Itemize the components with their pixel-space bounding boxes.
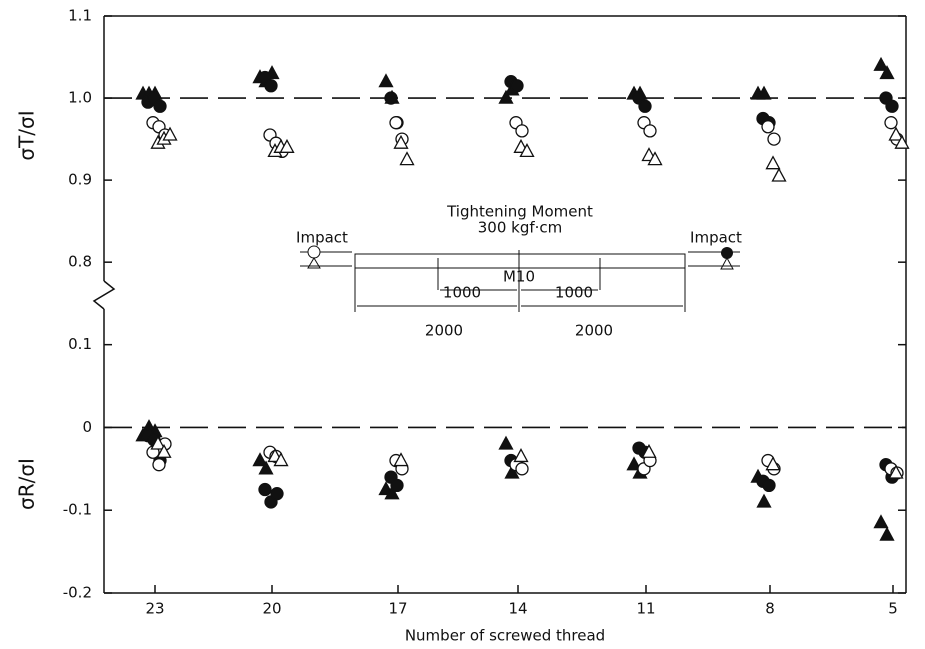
point xyxy=(873,56,889,71)
point xyxy=(884,116,898,130)
point xyxy=(647,151,663,166)
point xyxy=(389,116,403,130)
point xyxy=(393,452,409,467)
point xyxy=(519,143,535,158)
point xyxy=(258,460,274,475)
point xyxy=(515,462,529,476)
y-tick-label: 1.1 xyxy=(68,7,92,25)
x-tick-label: 8 xyxy=(765,600,775,618)
point xyxy=(879,526,895,541)
point xyxy=(153,99,167,113)
y-tick-label: 1.0 xyxy=(68,89,92,107)
point xyxy=(384,91,398,105)
point xyxy=(762,478,776,493)
x-tick-label: 23 xyxy=(145,600,164,618)
point xyxy=(761,120,775,134)
legend-open-triangle xyxy=(307,257,321,269)
point xyxy=(156,443,172,458)
point xyxy=(767,132,781,146)
dim-label: 1000 xyxy=(443,284,481,302)
point xyxy=(888,464,904,479)
point xyxy=(510,79,524,93)
point xyxy=(894,134,910,149)
point xyxy=(643,124,657,138)
y-tick-label: -0.1 xyxy=(63,501,92,519)
point xyxy=(378,73,394,88)
point xyxy=(771,167,787,182)
y-tick-label: 0.9 xyxy=(68,171,92,189)
x-tick-label: 17 xyxy=(388,600,407,618)
x-tick-label: 5 xyxy=(888,600,898,618)
point xyxy=(638,99,652,113)
point xyxy=(756,493,772,508)
y-tick-label: 0.8 xyxy=(68,253,92,271)
point xyxy=(279,138,295,153)
inset-diagram: Tightening Moment 300 kgf·cm Impact Impa… xyxy=(296,203,742,340)
point xyxy=(252,452,268,467)
point xyxy=(504,464,520,479)
inset-moment: 300 kgf·cm xyxy=(478,219,563,237)
dim-label: 2000 xyxy=(425,322,463,340)
x-tick-label: 14 xyxy=(508,600,527,618)
rod xyxy=(354,253,686,269)
x-axis-label: Number of screwed thread xyxy=(405,627,605,645)
y-tick-label: 0.1 xyxy=(68,335,92,353)
point xyxy=(879,65,895,80)
point xyxy=(258,482,272,497)
inset-title: Tightening Moment xyxy=(446,203,593,221)
point xyxy=(273,452,289,467)
point xyxy=(270,487,284,501)
point xyxy=(513,448,529,463)
point xyxy=(399,151,415,166)
point xyxy=(765,155,781,170)
point xyxy=(393,134,409,149)
x-tick-label: 20 xyxy=(262,600,281,618)
y-axis-label: σR/σI xyxy=(15,458,39,510)
y-tick-label: -0.2 xyxy=(63,584,92,602)
legend-open-circle xyxy=(307,245,321,259)
point xyxy=(626,456,642,471)
x-tick-label: 11 xyxy=(636,600,655,618)
axis-break xyxy=(92,280,116,310)
point xyxy=(765,456,781,471)
impact-label: Impact xyxy=(296,229,348,247)
y-axis-label: σT/σI xyxy=(15,110,39,160)
legend-filled-triangle xyxy=(720,256,734,270)
y-tick-label: 0 xyxy=(82,418,92,436)
point xyxy=(152,458,166,472)
point xyxy=(384,485,400,500)
point xyxy=(498,89,514,104)
point xyxy=(873,514,889,529)
point xyxy=(498,435,514,450)
dim-label: 1000 xyxy=(555,284,593,302)
point xyxy=(885,99,899,113)
point xyxy=(390,478,404,493)
point xyxy=(515,124,529,138)
legend-filled-circle xyxy=(721,247,733,259)
point xyxy=(150,435,166,450)
point xyxy=(162,126,178,141)
dim-label: 2000 xyxy=(575,322,613,340)
point xyxy=(641,443,657,458)
point xyxy=(756,85,772,100)
point xyxy=(888,126,904,141)
impact-label: Impact xyxy=(690,229,742,247)
point xyxy=(264,79,278,93)
